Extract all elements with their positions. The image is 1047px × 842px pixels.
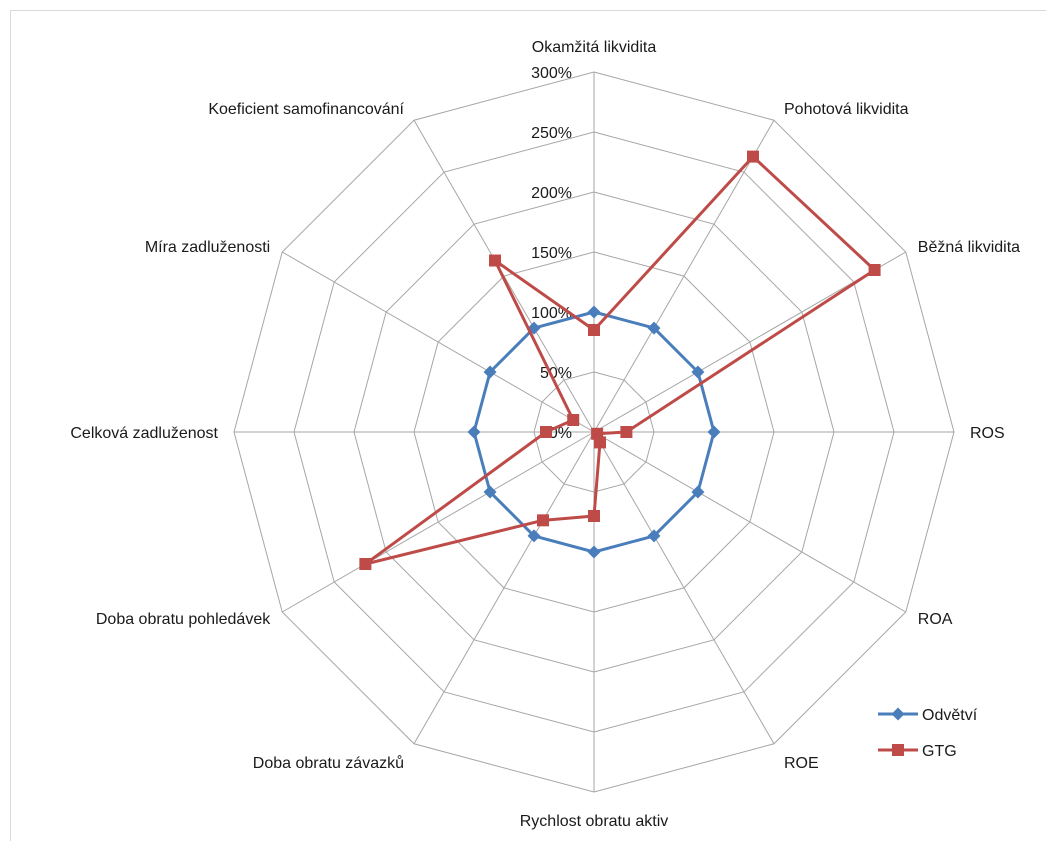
chart-frame <box>10 10 1046 841</box>
category-label: ROS <box>970 425 1005 442</box>
legend-marker <box>892 744 904 756</box>
category-labels: Okamžitá likvidita Pohotová likvidita Běžn… <box>70 39 1020 830</box>
data-point <box>647 321 661 335</box>
spoke-1 <box>593 119 775 433</box>
legend-marker <box>891 707 905 721</box>
radar-grid <box>233 71 955 793</box>
category-label: ROE <box>784 755 819 772</box>
data-point <box>707 425 721 439</box>
tick-label: 250% <box>531 125 572 142</box>
tick-label: 200% <box>531 185 572 202</box>
category-label: Okamžitá likvidita <box>532 39 657 56</box>
data-point <box>588 324 600 336</box>
tick-label: 100% <box>531 305 572 322</box>
data-point <box>587 305 601 319</box>
data-point <box>620 426 633 438</box>
data-point <box>594 436 606 449</box>
data-point <box>483 485 497 499</box>
data-point <box>567 414 580 426</box>
spoke-5 <box>593 431 775 745</box>
legend: Odvětví GTG <box>878 707 978 760</box>
spoke-4 <box>593 431 907 613</box>
data-point <box>868 264 881 276</box>
data-point <box>647 529 661 543</box>
data-point <box>467 425 481 439</box>
tick-label: 300% <box>531 65 572 82</box>
data-point <box>691 365 705 379</box>
category-label: Pohotová likvidita <box>784 101 909 118</box>
series-line-1 <box>363 155 877 566</box>
data-point <box>587 545 601 559</box>
data-point <box>540 426 552 438</box>
category-label: ROA <box>918 611 953 628</box>
spoke-10 <box>281 251 595 433</box>
tick-label: 50% <box>540 365 572 382</box>
category-label: Celková zadluženost <box>70 425 218 442</box>
category-label: Míra zadluženosti <box>145 239 270 256</box>
category-label: Běžná likvidita <box>918 239 1020 256</box>
category-label: Doba obratu pohledávek <box>96 611 271 628</box>
legend-label: GTG <box>922 743 957 760</box>
category-label: Rychlost obratu aktiv <box>520 813 669 830</box>
data-point <box>537 514 549 527</box>
legend-label: Odvětví <box>922 707 978 724</box>
spoke-7 <box>413 431 595 745</box>
data-point <box>489 254 501 267</box>
series-layer <box>359 150 881 570</box>
category-label: Doba obratu závazků <box>253 754 404 772</box>
tick-label: 150% <box>531 245 572 262</box>
data-point <box>483 365 497 379</box>
radial-axis-ticks: 0% 50% 100% 150% 200% 250% 300% <box>531 65 572 442</box>
data-point <box>359 558 372 570</box>
data-point <box>691 485 705 499</box>
data-point <box>588 510 600 522</box>
category-label: Koeficient samofinancování <box>208 101 404 118</box>
tick-label: 0% <box>549 425 572 442</box>
data-point <box>747 150 759 163</box>
spoke-8 <box>281 431 595 613</box>
data-point <box>527 529 541 543</box>
